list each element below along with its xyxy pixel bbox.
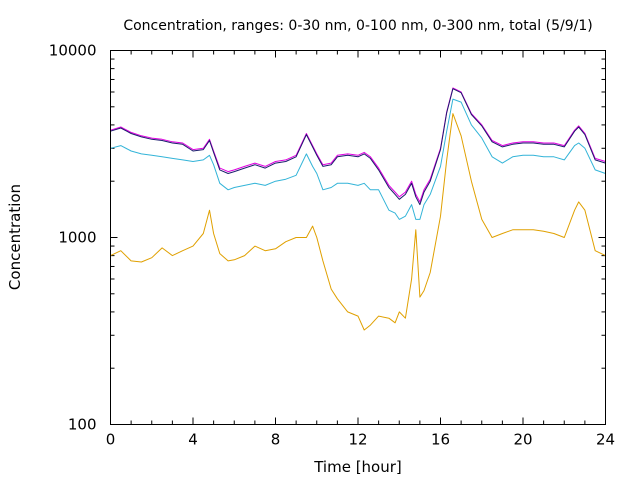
y-tick-label: 10000 — [49, 42, 97, 60]
x-tick-label: 12 — [348, 431, 367, 449]
chart-title: Concentration, ranges: 0-30 nm, 0-100 nm… — [123, 18, 592, 34]
x-tick-label: 8 — [271, 431, 281, 449]
x-axis-label: Time [hour] — [313, 458, 402, 476]
x-tick-label: 24 — [596, 431, 615, 449]
y-tick-label: 1000 — [58, 229, 96, 247]
x-tick-label: 4 — [188, 431, 198, 449]
series-line-1 — [110, 113, 606, 331]
series-line-3 — [110, 87, 606, 203]
x-tick-label: 16 — [431, 431, 450, 449]
x-tick-label: 20 — [513, 431, 532, 449]
tick-labels: 0 4 8 12 16 20 24 100 1000 10000 — [49, 42, 615, 449]
series-layer — [110, 87, 606, 331]
series-line-2 — [110, 98, 606, 220]
axis-ticks — [110, 50, 606, 425]
series-line-4 — [110, 88, 606, 206]
plot-frame — [110, 50, 606, 425]
x-tick-label: 0 — [106, 431, 116, 449]
y-axis-label: Concentration — [6, 184, 24, 290]
y-tick-label: 100 — [68, 416, 97, 434]
